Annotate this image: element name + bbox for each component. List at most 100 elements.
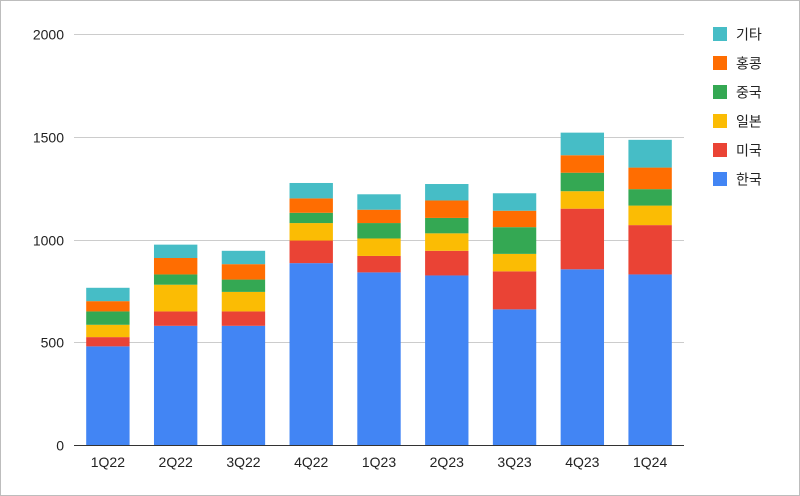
x-tick-label: 3Q22 xyxy=(226,454,260,470)
bar-segment xyxy=(357,223,401,239)
bar-segment xyxy=(492,227,537,254)
bar-stack xyxy=(289,182,333,445)
bar-segment xyxy=(560,132,605,156)
bar-segment xyxy=(492,253,537,272)
bar-segment xyxy=(86,311,130,325)
bar-segment xyxy=(221,250,266,265)
bar-stack xyxy=(86,287,130,445)
bar-segment xyxy=(425,184,469,201)
legend-item: 미국 xyxy=(713,143,762,160)
legend-swatch xyxy=(713,56,727,70)
bar-segment xyxy=(153,311,198,326)
x-tick-label: 3Q23 xyxy=(497,454,531,470)
bar-segment xyxy=(153,325,198,445)
bar-segment xyxy=(425,217,469,234)
bar-segment xyxy=(221,325,266,445)
x-tick-label: 4Q22 xyxy=(294,454,328,470)
bar-segment xyxy=(560,191,605,209)
legend-label: 한국 xyxy=(736,173,762,189)
y-tick-label: 1000 xyxy=(33,233,64,249)
legend-item: 중국 xyxy=(713,85,762,102)
legend-item: 일본 xyxy=(713,114,762,131)
legend-swatch xyxy=(713,27,727,41)
bar-segment xyxy=(628,205,672,226)
legend-item: 기타 xyxy=(713,27,762,44)
bar-segment xyxy=(153,257,198,275)
x-tick-label: 1Q24 xyxy=(633,454,667,470)
y-tick-label: 0 xyxy=(56,438,64,454)
bar-segment xyxy=(86,301,130,312)
x-tick-label: 1Q22 xyxy=(91,454,125,470)
bar-segment xyxy=(153,274,198,285)
bar-segment xyxy=(560,155,605,173)
bar-segment xyxy=(86,337,130,347)
bar-stack xyxy=(628,139,672,445)
y-axis: 0 500 1000 1500 2000 xyxy=(33,27,64,454)
y-tick-label: 1500 xyxy=(33,130,64,146)
bar-segment xyxy=(492,271,537,310)
legend-swatch xyxy=(713,85,727,99)
y-tick-label: 2000 xyxy=(33,27,64,43)
legend-label: 홍콩 xyxy=(736,57,762,73)
legend-item: 한국 xyxy=(713,172,762,189)
bar-segment xyxy=(86,287,130,302)
bar-segment xyxy=(628,274,672,445)
bar-segment xyxy=(289,263,333,445)
bar-segment xyxy=(628,167,672,190)
bar-segment xyxy=(221,291,266,312)
bar-segment xyxy=(425,233,469,251)
bar-segment xyxy=(425,275,469,445)
bar-segment xyxy=(357,209,401,224)
bar-segment xyxy=(425,200,469,218)
legend-label: 기타 xyxy=(736,28,762,44)
bar-stack xyxy=(492,193,537,445)
bar-segment xyxy=(560,208,605,270)
bar-stack xyxy=(425,184,469,445)
bar-segment xyxy=(289,198,333,213)
bar-segment xyxy=(560,269,605,445)
bar-segment xyxy=(492,210,537,228)
legend-swatch xyxy=(713,172,727,186)
legend-item: 홍콩 xyxy=(713,56,762,73)
legend-label: 일본 xyxy=(736,115,762,131)
bar-stacks xyxy=(86,132,672,445)
bar-segment xyxy=(289,223,333,241)
bar-segment xyxy=(86,324,130,338)
bar-stack xyxy=(560,132,605,445)
bar-stack xyxy=(153,244,198,445)
bar-segment xyxy=(628,189,672,206)
x-tick-label: 2Q23 xyxy=(430,454,464,470)
x-tick-label: 4Q23 xyxy=(565,454,599,470)
bar-stack xyxy=(221,250,266,445)
x-tick-label: 2Q22 xyxy=(159,454,193,470)
bar-stack xyxy=(357,194,401,445)
bar-segment xyxy=(357,194,401,210)
x-axis: 1Q22 2Q22 3Q22 4Q22 1Q23 2Q23 3Q23 4Q23 1Q24 xyxy=(91,454,668,470)
bar-segment xyxy=(560,172,605,192)
bar-segment xyxy=(628,225,672,275)
bar-segment xyxy=(425,250,469,276)
bar-segment xyxy=(628,139,672,168)
legend-swatch xyxy=(713,114,727,128)
bar-segment xyxy=(153,284,198,312)
bar-segment xyxy=(357,238,401,256)
bar-segment xyxy=(86,346,130,445)
bar-segment xyxy=(492,309,537,445)
bar-segment xyxy=(289,182,333,199)
bar-segment xyxy=(289,212,333,224)
bar-segment xyxy=(221,279,266,292)
legend-label: 미국 xyxy=(736,144,762,160)
legend-label: 중국 xyxy=(736,86,762,102)
bar-segment xyxy=(492,193,537,211)
bar-segment xyxy=(221,311,266,326)
legend-swatch xyxy=(713,143,727,157)
bar-segment xyxy=(357,255,401,273)
bar-segment xyxy=(153,244,198,258)
x-tick-label: 1Q23 xyxy=(362,454,396,470)
y-tick-label: 500 xyxy=(41,335,65,351)
bar-segment xyxy=(289,240,333,264)
bar-segment xyxy=(221,264,266,280)
bar-segment xyxy=(357,272,401,445)
